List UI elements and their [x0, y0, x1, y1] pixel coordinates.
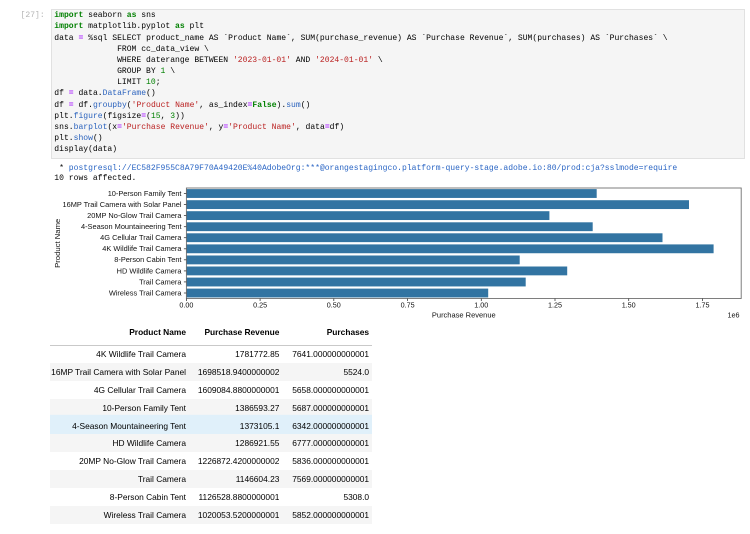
svg-text:20MP No-Glow Trail Camera: 20MP No-Glow Trail Camera — [87, 211, 182, 220]
svg-text:10-Person Family Tent: 10-Person Family Tent — [108, 189, 182, 198]
svg-text:0.50: 0.50 — [327, 301, 341, 310]
svg-text:Purchase Revenue: Purchase Revenue — [432, 311, 496, 320]
svg-text:1.25: 1.25 — [548, 301, 562, 310]
svg-text:Wireless Trail Camera: Wireless Trail Camera — [109, 288, 183, 297]
svg-text:0.25: 0.25 — [253, 301, 267, 310]
svg-text:1.50: 1.50 — [622, 301, 636, 310]
svg-text:1.75: 1.75 — [696, 301, 710, 310]
svg-text:4K Wildlife Trail Camera: 4K Wildlife Trail Camera — [102, 244, 182, 253]
svg-text:1e6: 1e6 — [728, 311, 740, 320]
svg-text:Product Name: Product Name — [53, 219, 62, 268]
svg-text:1.00: 1.00 — [474, 301, 488, 310]
svg-text:16MP Trail Camera with Solar P: 16MP Trail Camera with Solar Panel — [63, 200, 182, 209]
svg-text:4G Cellular Trail Camera: 4G Cellular Trail Camera — [100, 233, 182, 242]
svg-text:Trail Camera: Trail Camera — [139, 277, 182, 286]
svg-text:0.75: 0.75 — [401, 301, 415, 310]
svg-text:HD Wildlife Camera: HD Wildlife Camera — [117, 266, 183, 275]
svg-text:4-Season Mountaineering Tent: 4-Season Mountaineering Tent — [81, 222, 182, 231]
svg-text:8-Person Cabin Tent: 8-Person Cabin Tent — [114, 255, 181, 264]
svg-text:0.00: 0.00 — [179, 301, 193, 310]
